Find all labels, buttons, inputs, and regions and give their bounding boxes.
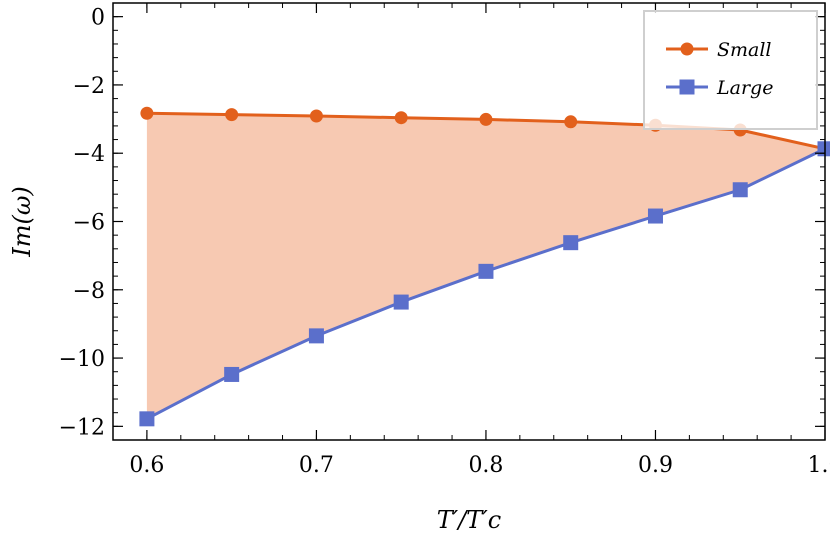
point-small bbox=[140, 106, 154, 120]
point-large bbox=[563, 235, 579, 251]
y-tick-label: −12 bbox=[59, 415, 105, 440]
ticks-layer: 0.6 0.7 0.8 0.9 1.0 0 −2 −4 −6 −8 −10 −12 bbox=[59, 2, 830, 478]
x-tick-label: 0.9 bbox=[638, 453, 673, 478]
y-tick-label: −10 bbox=[59, 347, 105, 372]
y-axis-label: Im(ω) bbox=[8, 186, 36, 258]
y-tick-label: −6 bbox=[73, 211, 105, 236]
point-large bbox=[732, 182, 748, 198]
point-large bbox=[139, 411, 155, 427]
legend-box bbox=[643, 10, 818, 130]
legend-marker-small bbox=[680, 42, 694, 56]
point-small bbox=[225, 108, 239, 122]
point-small bbox=[394, 111, 408, 125]
x-axis-label: T′/T′c bbox=[437, 506, 501, 534]
point-large bbox=[393, 294, 409, 310]
legend-label-small: Small bbox=[717, 39, 772, 61]
legend-label-large: Large bbox=[716, 77, 773, 99]
point-large bbox=[478, 263, 494, 279]
legend-marker-large bbox=[679, 79, 695, 95]
y-tick-label: −8 bbox=[73, 279, 105, 304]
point-small bbox=[309, 109, 323, 123]
point-large bbox=[224, 366, 240, 382]
y-tick-label: −2 bbox=[73, 74, 105, 99]
y-tick-label: 0 bbox=[91, 6, 105, 31]
point-large bbox=[647, 208, 663, 224]
x-tick-label: 1.0 bbox=[808, 453, 830, 478]
point-large bbox=[817, 141, 830, 157]
point-small bbox=[564, 115, 578, 129]
point-large bbox=[308, 328, 324, 344]
y-tick-label: −4 bbox=[73, 142, 105, 167]
x-tick-label: 0.8 bbox=[468, 453, 503, 478]
legend: Small Large bbox=[643, 10, 818, 130]
x-tick-label: 0.6 bbox=[129, 453, 164, 478]
point-small bbox=[479, 112, 493, 126]
x-tick-label: 0.7 bbox=[299, 453, 334, 478]
